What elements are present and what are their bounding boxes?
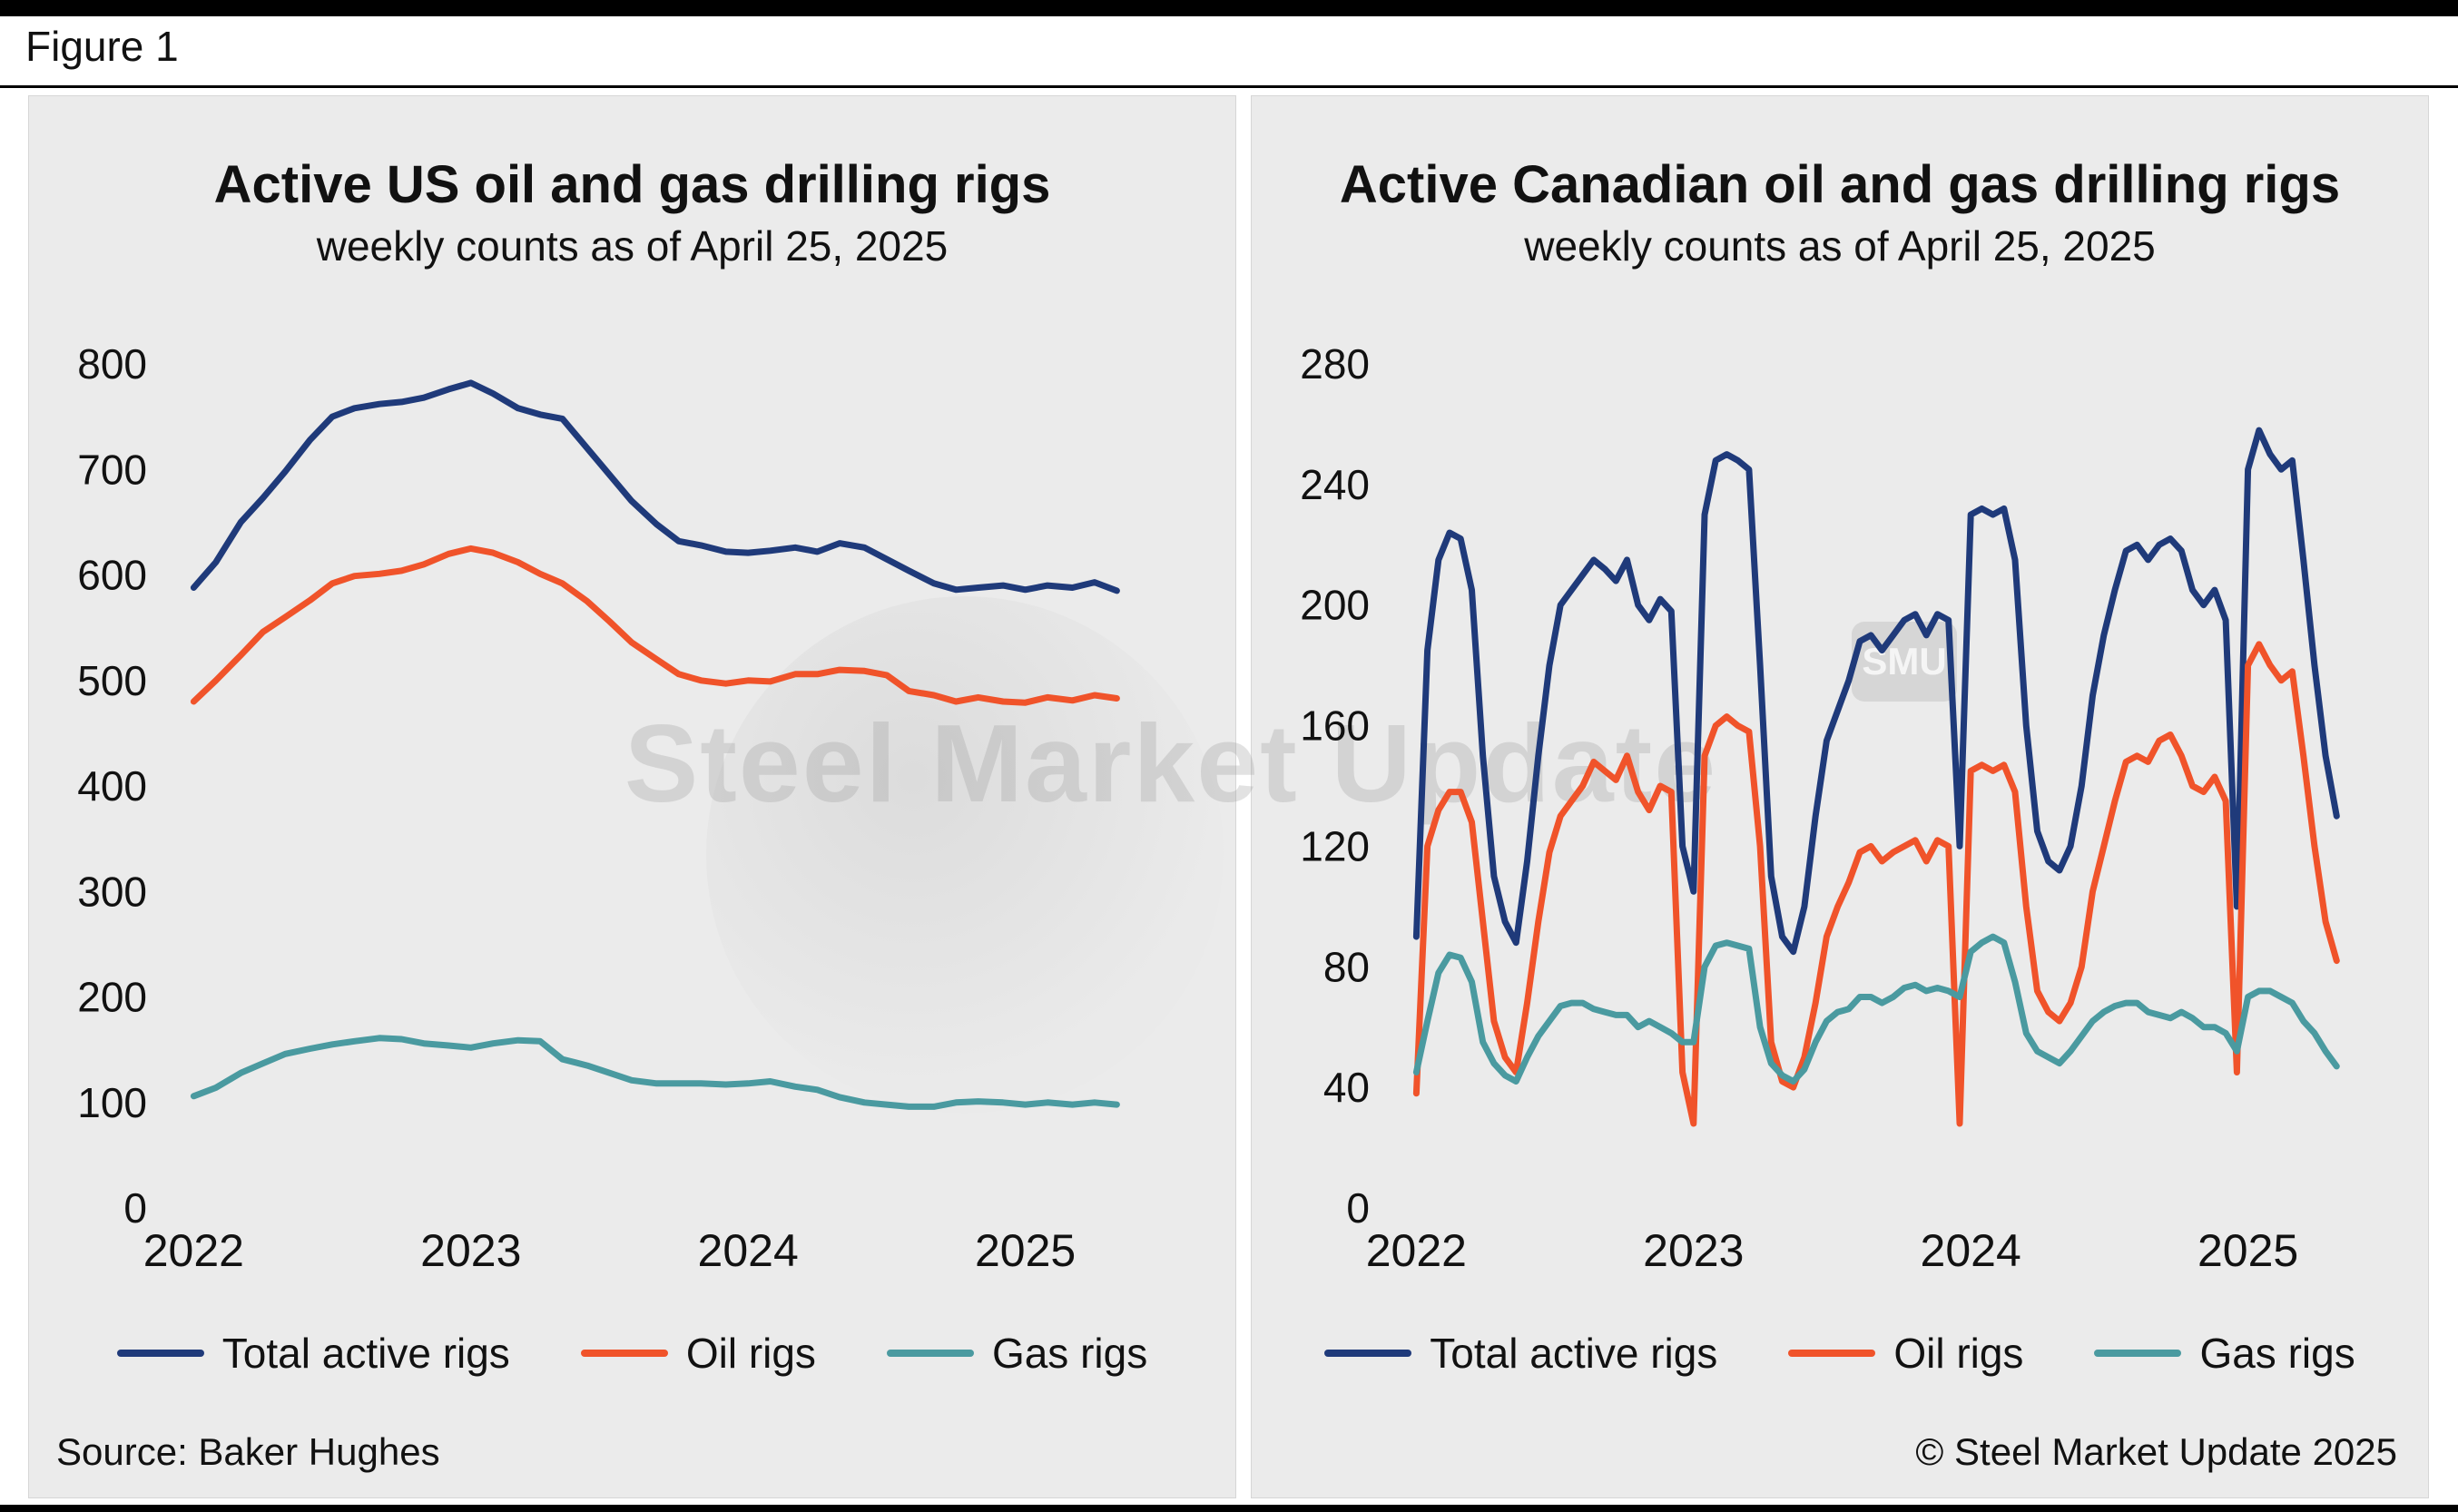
y-tick-label: 0 [123, 1184, 147, 1232]
y-tick-label: 100 [77, 1079, 147, 1126]
y-tick-label: 240 [1300, 461, 1370, 508]
series-line-total-active-rigs [190, 379, 1120, 594]
y-tick-label: 600 [77, 552, 147, 599]
source-note: Source: Baker Hughes [56, 1430, 440, 1473]
figure-canvas: Active US oil and gas drilling rigs week… [0, 90, 2458, 1505]
legend-item-gas-rigs: Gas rigs [886, 1329, 1148, 1378]
figure-label: Figure 1 [25, 23, 179, 70]
x-tick-label: 2022 [1366, 1225, 1467, 1276]
y-tick-label: 160 [1300, 702, 1370, 750]
series-line-oil-rigs [190, 545, 1120, 706]
y-tick-label: 800 [77, 340, 147, 388]
x-tick-label: 2024 [698, 1225, 799, 1276]
x-tick-label: 2024 [1921, 1225, 2021, 1276]
legend-item-oil-rigs: Oil rigs [580, 1329, 816, 1378]
us-chart-subtitle: weekly counts as of April 25, 2025 [316, 222, 949, 270]
series-line-total-active-rigs [1412, 427, 2340, 956]
us-chart-legend: Total active rigs Oil rigs Gas rigs [29, 1329, 1235, 1378]
y-tick-label: 80 [1323, 943, 1370, 990]
us-chart-panel: Active US oil and gas drilling rigs week… [28, 95, 1236, 1498]
x-tick-label: 2022 [143, 1225, 244, 1276]
y-tick-label: 200 [77, 974, 147, 1021]
legend-item-total-active-rigs: Total active rigs [1324, 1329, 1717, 1378]
y-tick-label: 0 [1346, 1184, 1370, 1232]
legend-item-total-active-rigs: Total active rigs [116, 1329, 510, 1378]
legend-label-gas-rigs: Gas rigs [991, 1330, 1148, 1377]
us-chart-plot: 0 100 200 300 400 500 600 700 800 2022 2023 2024 202… [77, 340, 1120, 1276]
legend-swatch-oil-rigs [1788, 1350, 1876, 1357]
legend-swatch-total-active-rigs [1324, 1350, 1412, 1357]
x-tick-label: 2025 [975, 1225, 1076, 1276]
us-chart-title: Active US oil and gas drilling rigs [213, 155, 1051, 214]
legend-item-gas-rigs: Gas rigs [2094, 1329, 2355, 1378]
legend-swatch-gas-rigs [2094, 1350, 2182, 1357]
series-line-gas-rigs [1412, 933, 2340, 1085]
legend-label-gas-rigs: Gas rigs [2199, 1330, 2355, 1377]
y-tick-label: 280 [1300, 340, 1370, 388]
y-tick-label: 200 [1300, 582, 1370, 629]
y-tick-label: 700 [77, 446, 147, 493]
canada-chart-legend: Total active rigs Oil rigs Gas rigs [1252, 1329, 2428, 1378]
legend-swatch-gas-rigs [886, 1350, 974, 1357]
canada-chart-title: Active Canadian oil and gas drilling rig… [1339, 155, 2341, 214]
legend-item-oil-rigs: Oil rigs [1788, 1329, 2023, 1378]
top-border-bar [0, 0, 2458, 16]
legend-label-oil-rigs: Oil rigs [685, 1330, 816, 1377]
y-tick-label: 300 [77, 868, 147, 915]
legend-label-total-active-rigs: Total active rigs [1430, 1330, 1718, 1377]
series-line-oil-rigs [1412, 641, 2340, 1127]
y-tick-label: 40 [1323, 1064, 1370, 1111]
legend-label-oil-rigs: Oil rigs [1893, 1330, 2024, 1377]
x-tick-label: 2023 [420, 1225, 521, 1276]
legend-swatch-oil-rigs [580, 1350, 668, 1357]
series-line-gas-rigs [190, 1035, 1120, 1110]
header-divider [0, 85, 2458, 88]
y-tick-label: 120 [1300, 822, 1370, 869]
y-tick-label: 400 [77, 762, 147, 810]
legend-swatch-total-active-rigs [116, 1350, 204, 1357]
y-tick-label: 500 [77, 657, 147, 704]
bottom-border-bar [0, 1505, 2458, 1512]
x-tick-label: 2025 [2197, 1225, 2298, 1276]
canada-chart-plot: 0 40 80 120 160 200 240 280 2022 2023 2024 2025 [1300, 340, 2340, 1276]
canada-chart-subtitle: weekly counts as of April 25, 2025 [1524, 222, 2156, 270]
legend-label-total-active-rigs: Total active rigs [221, 1330, 510, 1377]
canada-chart-panel: Active Canadian oil and gas drilling rig… [1251, 95, 2429, 1498]
copyright-note: © Steel Market Update 2025 [1915, 1430, 2397, 1473]
x-tick-label: 2023 [1643, 1225, 1744, 1276]
